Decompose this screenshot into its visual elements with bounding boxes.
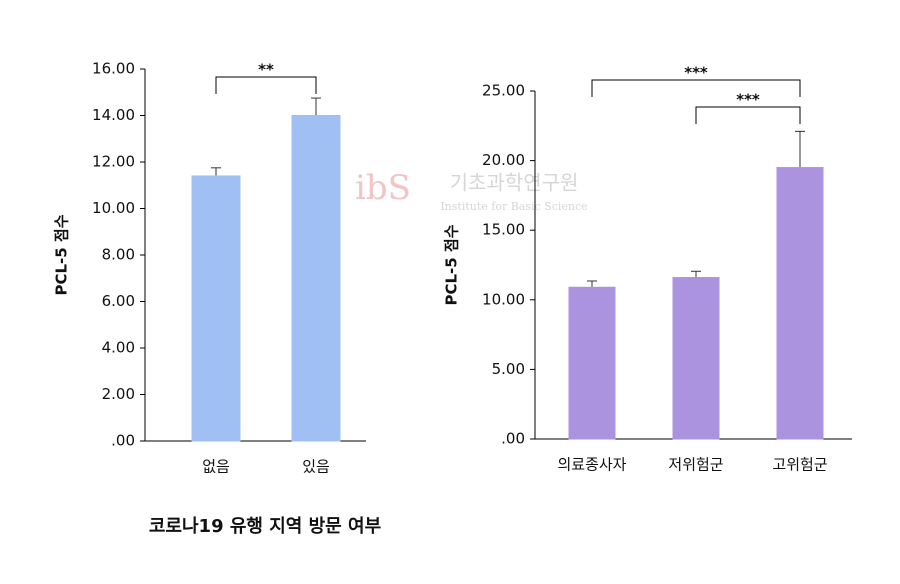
watermark-logo: ibS: [355, 168, 411, 208]
x-tick-label: 있음: [302, 458, 330, 476]
bar: [672, 277, 720, 440]
x-tick-label: 저위험군: [668, 456, 723, 474]
y-tick-label: 10.00: [482, 290, 525, 308]
y-tick-label: 20.00: [482, 151, 525, 169]
y-tick-label: 5.00: [492, 360, 525, 378]
y-tick-label: .00: [501, 430, 525, 448]
y-tick-label: 15.00: [482, 221, 525, 239]
y-tick-label: 10.00: [92, 199, 135, 217]
significance-bracket: [591, 79, 801, 97]
significance-label: ***: [736, 91, 760, 109]
y-tick-label: 8.00: [102, 246, 135, 264]
y-tick-label: 14.00: [92, 106, 135, 124]
y-axis-label: PCL-5 점수: [53, 214, 71, 295]
bar: [191, 175, 241, 442]
watermark-english: Institute for Basic Science: [440, 200, 587, 213]
significance-bracket: [215, 76, 317, 94]
significance-bracket: [695, 106, 801, 124]
watermark-name: 기초과학연구원: [450, 171, 579, 195]
bar: [568, 286, 616, 440]
y-tick-label: 12.00: [92, 153, 135, 171]
bar: [776, 167, 824, 440]
x-tick-label: 없음: [202, 458, 230, 476]
y-tick-label: 25.00: [482, 82, 525, 100]
x-axis-label: 코로나19 유행 지역 방문 여부: [149, 516, 381, 537]
bar: [291, 115, 341, 442]
significance-label: ***: [684, 64, 708, 82]
y-tick-label: 2.00: [102, 385, 135, 403]
x-tick-label: 고위험군: [772, 456, 827, 474]
significance-label: **: [258, 61, 274, 79]
x-tick-label: 의료종사자: [557, 456, 626, 474]
y-tick-label: 16.00: [92, 60, 135, 78]
y-tick-label: .00: [111, 432, 135, 450]
y-axis-label: PCL-5 점수: [443, 224, 461, 305]
y-tick-label: 4.00: [102, 339, 135, 357]
y-tick-label: 6.00: [102, 292, 135, 310]
